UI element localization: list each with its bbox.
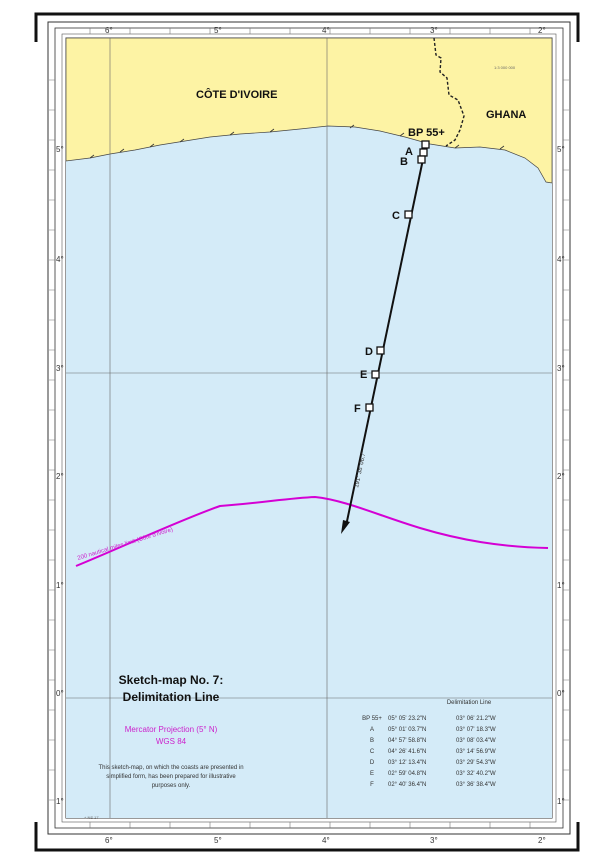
limit-line [75,495,549,567]
point-marker-c [404,210,413,219]
lon-label-2-bottom: 2° [538,836,546,845]
table-row: B 04° 57' 58.8"N 03° 08' 03.4"W [356,736,546,747]
point-label-bp55: BP 55+ [408,127,445,139]
lon-label-3: 3° [430,26,438,35]
longitude-labels: 6° 5° 4° 3° 2° 6° 5° 4° 3° 2° [105,26,546,845]
country-label-cote-divoire: CÔTE D'IVOIRE [196,88,277,101]
turning-points [365,140,430,412]
point-label-a: A [405,146,413,158]
point-label-b: B [400,156,408,168]
point-labels: BP 55+ A B C D E F [354,127,445,415]
lat-label-0: 0° [56,689,64,698]
land-border [433,37,465,147]
table-header: Delimitation Line [446,700,492,706]
table-row: BP 55+ 05° 05' 23.2"N 03° 06' 21.2"W [356,714,546,725]
table-cell-lat: 04° 57' 58.8"N [388,738,427,744]
table-cell-lon: 03° 08' 03.4"W [456,738,496,744]
table-cell-point: F [370,782,374,788]
latitude-labels: 5° 4° 3° 2° 1° 0° 1° 5° 4° 3° 2° 1° 0° 1… [56,145,565,806]
lat-label-0-right: 0° [557,689,565,698]
lon-label-4: 4° [322,26,330,35]
lon-label-3-bottom: 3° [430,836,438,845]
table-cell-point: E [369,771,374,777]
table-cell-point: BP 55+ [362,716,382,722]
legend-note: This sketch-map, on which the coasts are… [98,765,244,789]
point-label-d: D [365,346,373,358]
legend-datum: WGS 84 [155,737,187,746]
arrowhead [341,520,350,534]
lat-label-1s-right: 1° [557,797,565,806]
table-cell-lat: 04° 26' 41.6"N [388,749,427,755]
legend-title-line1: Sketch-map No. 7: [118,673,224,687]
table-cell-lon: 03° 07' 18.3"W [456,727,496,733]
graticule [66,38,552,818]
corner-note: + NS 17 [84,815,99,820]
lat-label-4: 4° [56,255,64,264]
point-marker-d [376,346,385,355]
legend-projection: Mercator Projection (5° N) [124,725,218,734]
point-marker-e [371,370,380,379]
point-marker-a [419,148,428,157]
lat-label-3: 3° [56,364,64,373]
point-label-f: F [354,403,361,415]
table-row: F 02° 40' 36.4"N 03° 36' 38.4"W [356,780,546,791]
table-cell-lat: 02° 59' 04.8"N [388,771,427,777]
scale-note: 1:3 000 000 [494,65,516,70]
lat-label-1s: 1° [56,797,64,806]
table-cell-lon: 03° 14' 56.9"W [456,749,496,755]
table-row: D 03° 12' 13.4"N 03° 29' 54.3"W [356,758,546,769]
lat-label-3-right: 3° [557,364,565,373]
table-cell-lon: 03° 36' 38.4"W [456,782,496,788]
country-label-ghana: GHANA [486,109,526,121]
point-marker-f [365,403,374,412]
table-cell-lon: 03° 32' 40.2"W [456,771,496,777]
lon-label-5-bottom: 5° [214,836,222,845]
point-marker-b [417,155,426,164]
table-row: C 04° 26' 41.6"N 03° 14' 56.9"W [356,747,546,758]
legend-title-line2: Delimitation Line [122,690,220,704]
land-area [65,37,553,184]
table-cell-point: C [369,749,375,755]
table-cell-lat: 03° 12' 13.4"N [388,760,427,766]
lat-label-1n-right: 1° [557,581,565,590]
point-label-c: C [392,210,400,222]
table-cell-lon: 03° 06' 21.2"W [456,716,496,722]
table-cell-point: D [369,760,375,766]
lat-label-2: 2° [56,472,64,481]
lon-label-6: 6° [105,26,113,35]
table-cell-lat: 05° 01' 03.7"N [388,727,427,733]
legend-block: Sketch-map No. 7: Delimitation Line Merc… [86,672,256,791]
table-row: E 02° 59' 04.8"N 03° 32' 40.2"W [356,769,546,780]
table-cell-lat: 02° 40' 36.4"N [388,782,427,788]
coordinates-table: Delimitation Line BP 55+ 05° 05' 23.2"N … [356,700,546,791]
table-row: A 05° 01' 03.7"N 03° 07' 18.3"W [356,725,546,736]
lon-label-5: 5° [214,26,222,35]
table-cell-lon: 03° 29' 54.3"W [456,760,496,766]
lat-label-1n: 1° [56,581,64,590]
point-label-e: E [360,369,367,381]
lat-label-5: 5° [56,145,64,154]
sheet-frame [34,12,580,852]
lat-label-4-right: 4° [557,255,565,264]
lat-label-5-right: 5° [557,145,565,154]
lat-label-2-right: 2° [557,472,565,481]
point-marker-bp55 [421,140,430,149]
lon-label-2: 2° [538,26,546,35]
sea-area [66,38,552,818]
table-cell-point: A [369,727,374,733]
lon-label-6-bottom: 6° [105,836,113,845]
coast-marks [89,124,505,159]
table-cell-point: B [369,738,374,744]
table-cell-lat: 05° 05' 23.2"N [388,716,427,722]
lon-label-4-bottom: 4° [322,836,330,845]
